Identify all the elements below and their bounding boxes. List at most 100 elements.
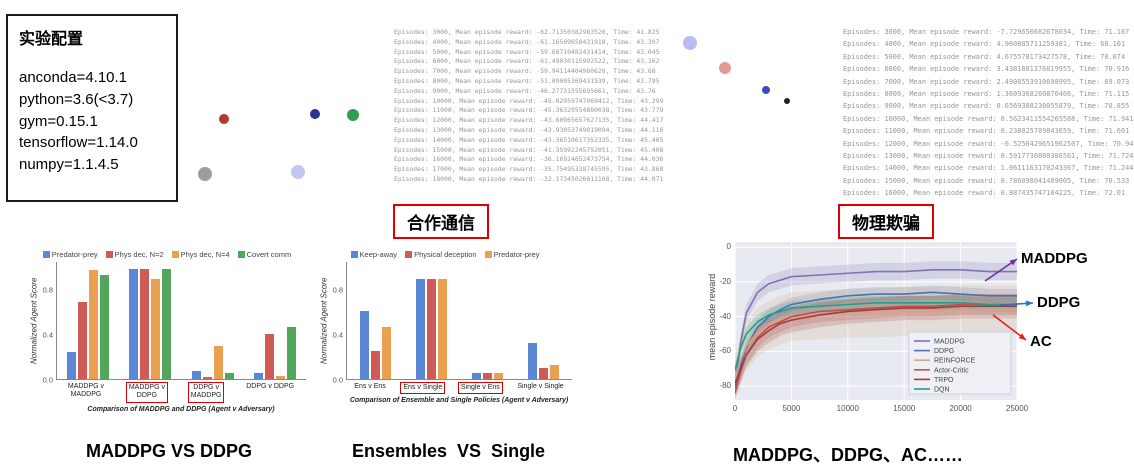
legend-label: Physical deception	[414, 250, 477, 259]
legend-swatch	[237, 251, 245, 258]
y-tick-label: -20	[719, 276, 731, 286]
bar	[264, 334, 274, 379]
x-tick-row: MADDPG v MADDPG MADDPG v DDPG DDPG v MADDPG DD…	[56, 382, 306, 403]
plot-area	[346, 262, 572, 380]
bar-group	[253, 262, 297, 379]
x-tick-label: MADDPG v MADDPG	[66, 382, 106, 403]
x-tick-label: MADDPG v DDPG	[125, 382, 168, 403]
bar	[275, 375, 285, 379]
coop-comm-training-log: Episodes: 3000, Mean episode reward: -62…	[394, 28, 664, 183]
x-tick-line: MADDPG v	[67, 383, 105, 390]
x-tick-line: DDPG v DDPG	[246, 383, 295, 390]
bar	[100, 275, 110, 379]
bar	[370, 351, 380, 379]
confidence-band	[735, 294, 1017, 397]
y-tick-label: 0.8	[42, 285, 53, 295]
x-tick-line: Ens v Single	[403, 384, 443, 391]
experiment-config-panel: 实验配置 anconda=4.10.1 python=3.6(<3.7) gym=0…	[6, 14, 178, 202]
legend-label: Keep-away	[359, 250, 398, 259]
line-chart-reward-curves: MADDPG DDPG REINFORCE Actor-Critic TRPO DQN 0 -…	[697, 240, 1045, 440]
bar	[550, 364, 560, 379]
legend-item: Covert comm	[237, 250, 292, 259]
agent-particle	[310, 109, 320, 119]
x-tick-line: Ens v Ens	[354, 383, 386, 390]
x-tick-line: MADDPG	[70, 391, 102, 399]
line-plot: MADDPG DDPG REINFORCE Actor-Critic TRPO DQN	[735, 242, 1017, 400]
bar-group	[471, 262, 504, 379]
chart-legend: Keep-away Physical deception Predator-prey	[318, 250, 572, 259]
agent-particle	[719, 62, 731, 74]
plot-area	[56, 262, 306, 380]
legend-swatch	[171, 251, 179, 258]
agent-particle	[347, 109, 359, 121]
x-tick-line: Single v Single	[517, 383, 564, 390]
y-tick-label: 0.4	[332, 330, 343, 340]
y-tick-label: 0.0	[332, 375, 343, 385]
x-tick-line: DDPG v	[193, 384, 219, 391]
x-tick-label: 5000	[782, 404, 801, 413]
bar	[494, 373, 504, 379]
bar	[415, 278, 425, 379]
bar	[67, 352, 77, 379]
x-tick-label: Ens v Ens	[352, 382, 388, 394]
caption-algorithms: MADDPG、DDPG、AC……	[733, 445, 964, 465]
bar	[437, 278, 447, 379]
y-axis: 0.0 0.4 0.8	[330, 262, 346, 385]
legend-label: DDPG	[934, 348, 954, 355]
y-tick-label: 0	[726, 242, 731, 252]
chart-body: Normalized Agent Score 0.0 0.4 0.8	[318, 262, 572, 385]
legend-item: Phys dec, N=2	[105, 250, 164, 259]
bar	[140, 268, 150, 379]
legend-item: Physical deception	[405, 250, 477, 259]
x-tick-label: 10000	[836, 404, 859, 413]
series-line	[735, 268, 1017, 387]
bar	[381, 326, 391, 379]
chart-legend: Predator-prey Phys dec, N=2 Phys dec, N=4 C…	[28, 250, 306, 259]
x-tick-label: Single v Ens	[457, 382, 503, 395]
phys-decep-label: 物理欺骗	[838, 204, 934, 239]
bar	[151, 278, 161, 379]
annotation-maddpg: MADDPG	[1021, 250, 1088, 267]
y-tick-label: -80	[719, 381, 731, 391]
legend-label: MADDPG	[934, 339, 965, 346]
x-tick-label: Single v Single	[515, 382, 565, 394]
bar	[426, 278, 436, 379]
series-line	[735, 305, 1017, 385]
legend-item: Predator-prey	[42, 250, 98, 259]
legend-box	[908, 331, 1012, 395]
agent-particle	[784, 98, 790, 104]
bar-group	[128, 262, 172, 379]
bar-group	[66, 262, 110, 379]
caption-ensembles-vs-single: Ensembles VS Single	[352, 441, 546, 461]
legend-label: Actor-Critic	[934, 367, 969, 374]
legend-label: TRPO	[934, 377, 954, 384]
legend-item: Keep-away	[350, 250, 398, 259]
x-tick-line: MADDPG v	[128, 384, 165, 391]
x-tick-label: DDPG v DDPG	[244, 382, 296, 403]
phys-decep-training-log: Episodes: 3000, Mean episode reward: -7.…	[843, 28, 1134, 198]
bar	[253, 373, 263, 379]
y-axis-label: Normalized Agent Score	[319, 277, 329, 365]
config-title: 实验配置	[19, 31, 84, 48]
legend-label: Covert comm	[246, 250, 292, 259]
x-axis-title: Comparison of Ensemble and Single Polici…	[349, 397, 569, 405]
bar	[224, 373, 234, 379]
config-line: gym=0.15.1	[19, 112, 98, 130]
x-tick-line: Single v Ens	[460, 384, 500, 391]
x-tick-label: 20000	[949, 404, 972, 413]
bar	[528, 343, 538, 379]
config-line: tensorflow=1.14.0	[19, 134, 138, 152]
bar	[162, 268, 172, 379]
bar-group	[527, 262, 560, 379]
legend-label: DQN	[934, 387, 950, 394]
bar	[202, 376, 212, 379]
y-axis-label: mean episode reward	[707, 273, 717, 361]
y-tick-label: 0.8	[332, 285, 343, 295]
legend-item: Predator-prey	[484, 250, 539, 259]
agent-particle	[198, 167, 212, 181]
bar-chart-ensemble-vs-single: Keep-away Physical deception Predator-prey…	[318, 250, 572, 404]
bar	[129, 268, 139, 379]
legend-swatch	[350, 251, 358, 258]
bar-group	[415, 262, 448, 379]
